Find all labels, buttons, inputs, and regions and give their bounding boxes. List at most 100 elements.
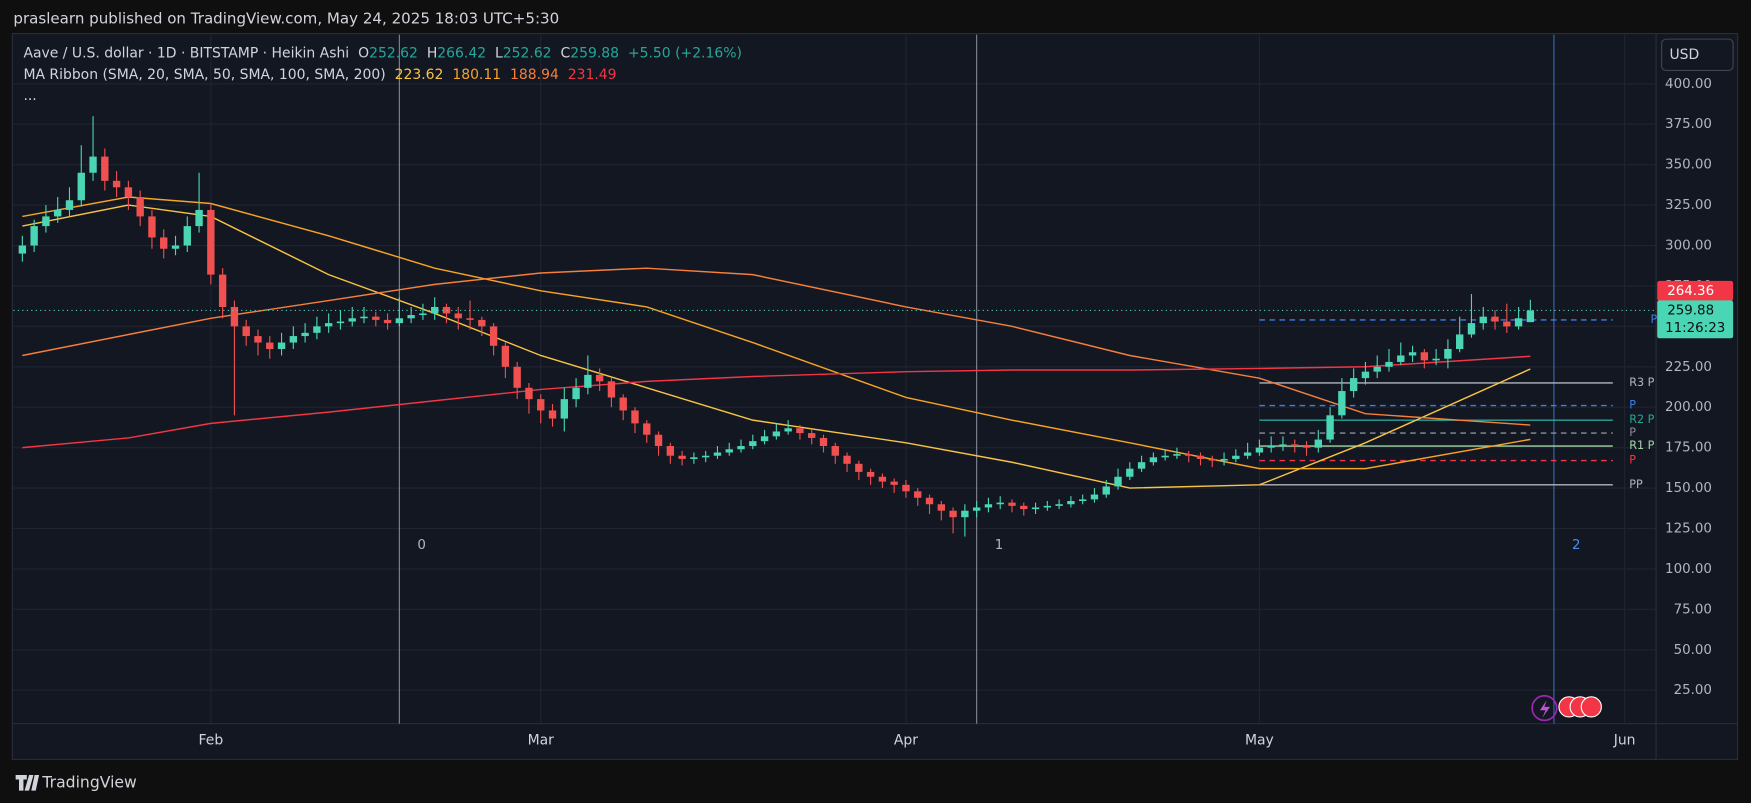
low-value: 252.62	[503, 46, 552, 62]
candle-body	[419, 313, 427, 316]
candle-body	[1302, 446, 1311, 448]
brand-logo	[15, 775, 40, 791]
candle-body	[242, 326, 250, 337]
candle-body	[277, 342, 286, 350]
candle-body	[866, 471, 875, 477]
candle-body	[1220, 458, 1228, 461]
candle-body	[690, 457, 698, 459]
candle-body	[383, 319, 392, 324]
currency-label[interactable]: USD	[1669, 47, 1699, 63]
last-price-label: 259.88	[1667, 303, 1714, 318]
candle-body	[701, 455, 710, 458]
event-icon[interactable]	[1580, 696, 1602, 718]
x-tick-label: Apr	[894, 732, 918, 748]
candle-body	[1408, 352, 1417, 356]
candle-body	[171, 245, 180, 249]
candle-body	[1008, 502, 1016, 506]
currency-button[interactable]	[1661, 38, 1734, 71]
candle-body	[1126, 468, 1134, 477]
candle-body	[18, 245, 27, 254]
ohlc-key: H	[427, 46, 437, 62]
candle-body	[407, 315, 415, 319]
y-tick-label: 125.00	[1665, 521, 1712, 536]
candle-body	[1161, 455, 1169, 458]
candle-body	[1338, 391, 1346, 416]
candle-body	[336, 321, 345, 324]
ma-value: 223.62	[395, 67, 444, 83]
candle-body	[1279, 444, 1287, 447]
candle-body	[1090, 494, 1099, 500]
y-tick-label: 325.00	[1665, 198, 1712, 213]
pivot-label: PP	[1629, 478, 1643, 491]
candle-body	[808, 433, 816, 438]
ma-line	[22, 204, 1531, 489]
candle-body	[1031, 507, 1040, 510]
candle-body	[1137, 462, 1146, 469]
candle-body	[819, 437, 828, 447]
ma-value: 188.94	[510, 67, 559, 83]
candle-body	[537, 399, 545, 411]
open-value: 252.62	[369, 46, 418, 62]
candle-body	[631, 410, 639, 424]
candle-body	[89, 156, 97, 173]
candle-body	[501, 345, 510, 367]
candle-body	[301, 332, 309, 337]
candle-body	[1232, 455, 1240, 459]
candle-body	[101, 156, 109, 181]
candle-body	[360, 316, 368, 319]
change: +5.50 (+2.16%)	[628, 46, 742, 62]
candle-body	[760, 436, 769, 442]
candle-body	[725, 449, 733, 453]
pivot-label: R1 P	[1629, 439, 1654, 452]
candle-body	[996, 502, 1004, 505]
alert-icon[interactable]	[1531, 694, 1558, 722]
candle-body	[124, 187, 133, 198]
candle-body	[431, 306, 439, 314]
candle-body	[372, 316, 380, 320]
plot	[13, 34, 1657, 724]
candle-body	[230, 306, 239, 327]
y-tick-label: 50.00	[1674, 643, 1712, 658]
candle-body	[1397, 355, 1405, 362]
candle-body	[1503, 321, 1511, 327]
y-tick-label: 100.00	[1665, 562, 1712, 577]
candle-body	[1055, 504, 1063, 506]
candle-body	[395, 318, 404, 324]
candle-body	[1526, 310, 1535, 323]
pivot-label: P	[1650, 313, 1657, 326]
candle-body	[442, 306, 451, 314]
candle-body	[1067, 501, 1075, 505]
candle-body	[1149, 457, 1158, 463]
candle-body	[478, 319, 486, 327]
high-value: 266.42	[437, 46, 486, 62]
close-value: 259.88	[570, 46, 619, 62]
countdown: 11:26:23	[1665, 321, 1725, 336]
candle-body	[1373, 366, 1381, 372]
candle-body	[207, 209, 215, 275]
symbol: Aave / U.S. dollar · 1D · BITSTAMP · Hei…	[23, 46, 349, 62]
legend-more[interactable]: ...	[23, 88, 36, 104]
indicator: MA Ribbon (SMA, 20, SMA, 50, SMA, 100, S…	[23, 67, 385, 83]
candle-body	[1385, 361, 1393, 367]
y-tick-label: 375.00	[1665, 117, 1712, 132]
y-tick-label: 400.00	[1665, 77, 1712, 92]
candle-body	[1491, 316, 1499, 322]
y-tick-label: 175.00	[1665, 441, 1712, 456]
candle-body	[1243, 452, 1252, 456]
candle-body	[560, 399, 568, 419]
candle-body	[619, 397, 627, 411]
candle-body	[772, 431, 781, 437]
candle-body	[324, 323, 333, 327]
candle-body	[607, 381, 616, 398]
candle-body	[148, 216, 156, 238]
candle-body	[855, 463, 863, 472]
candle-body	[254, 336, 262, 343]
candle-body	[195, 209, 203, 227]
candle-body	[961, 510, 969, 518]
candle-body	[1078, 499, 1087, 502]
candle-body	[984, 504, 993, 508]
candle-body	[348, 318, 356, 322]
candle-body	[1479, 316, 1487, 324]
